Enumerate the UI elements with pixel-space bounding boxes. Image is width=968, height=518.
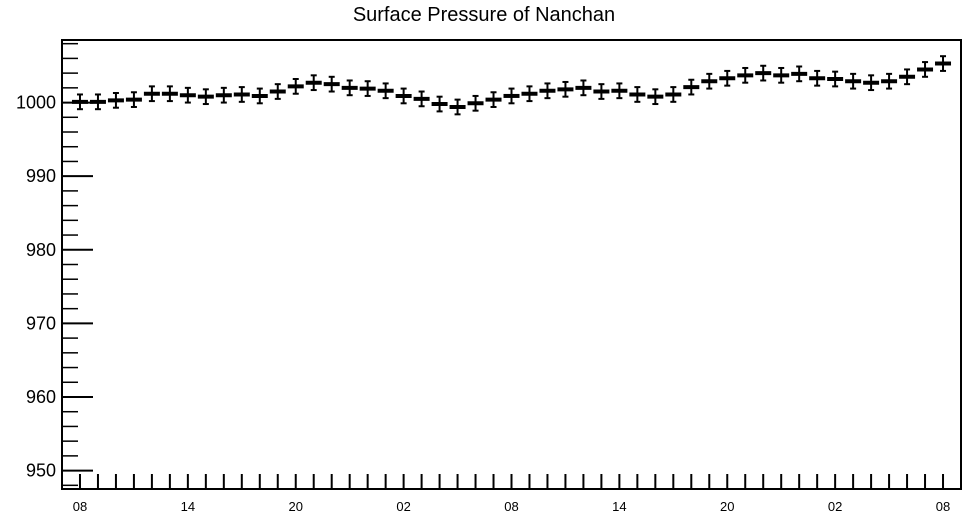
data-point: [269, 83, 286, 100]
y-tick-label: 970: [26, 313, 56, 333]
data-point: [377, 82, 394, 100]
data-point: [737, 66, 754, 84]
data-point: [305, 74, 322, 92]
data-point: [647, 88, 664, 106]
data-point: [863, 74, 880, 92]
data-point: [611, 82, 628, 100]
plot-frame: [61, 39, 962, 490]
data-point: [575, 79, 592, 97]
x-tick-label: 02: [828, 499, 842, 514]
data-point: [467, 94, 484, 112]
data-point: [701, 72, 718, 90]
y-tick-label: 950: [26, 461, 56, 481]
data-point: [521, 85, 538, 103]
data-point: [89, 93, 106, 111]
data-point: [557, 80, 574, 98]
data-point: [719, 69, 736, 87]
data-point: [341, 79, 358, 97]
data-point: [215, 86, 232, 104]
y-tick-label: 960: [26, 387, 56, 407]
x-tick-label: 08: [73, 499, 87, 514]
data-point: [71, 93, 88, 111]
y-tick-label: 980: [26, 240, 56, 260]
data-point: [593, 83, 610, 100]
data-point: [395, 87, 412, 105]
x-tick-label: 02: [396, 499, 410, 514]
data-point: [881, 72, 898, 90]
x-tick-label: 08: [936, 499, 950, 514]
x-tick-label: 20: [289, 499, 303, 514]
chart-title: Surface Pressure of Nanchan: [352, 4, 616, 26]
data-point: [503, 87, 520, 105]
data-point: [755, 64, 772, 82]
data-point: [251, 87, 268, 105]
x-tick-label: 20: [720, 499, 734, 514]
data-point: [809, 69, 826, 87]
data-point: [287, 78, 304, 95]
data-point: [233, 86, 250, 103]
data-point: [917, 61, 934, 78]
data-point: [683, 78, 700, 96]
data-point: [485, 91, 502, 108]
y-axis: 950 960 970 980 990 1000: [16, 42, 93, 487]
data-point: [179, 86, 196, 104]
y-tick-label: 1000: [16, 93, 56, 113]
data-point: [323, 75, 340, 93]
data-point: [449, 98, 466, 116]
data-point: [899, 68, 916, 86]
data-point: [197, 88, 214, 106]
data-point: [539, 82, 556, 100]
x-tick-label: 14: [612, 499, 626, 514]
data-point: [413, 90, 430, 108]
data-point: [791, 65, 808, 83]
data-point: [773, 66, 790, 84]
data-point: [107, 91, 124, 109]
data-point: [665, 86, 682, 103]
x-tick-label: 14: [181, 499, 195, 514]
data-point: [845, 72, 862, 90]
data-point: [935, 55, 952, 72]
x-axis: 08 14 20 02 08 14 20 02 08: [61, 474, 962, 514]
data-point: [629, 86, 646, 103]
data-markers: [71, 55, 952, 116]
data-point: [143, 85, 160, 103]
data-point: [161, 85, 178, 103]
data-point: [827, 70, 844, 88]
data-point: [359, 80, 376, 97]
data-point: [125, 91, 142, 108]
x-tick-label: 08: [504, 499, 518, 514]
y-tick-label: 990: [26, 166, 56, 186]
data-point: [431, 95, 448, 113]
